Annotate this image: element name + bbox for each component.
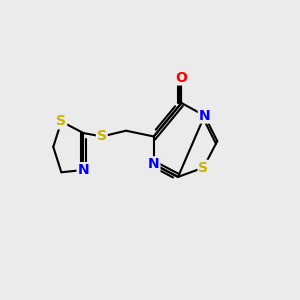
Text: S: S: [198, 161, 208, 175]
Text: O: O: [176, 70, 188, 85]
Text: S: S: [56, 115, 66, 128]
Text: N: N: [148, 157, 160, 171]
Text: S: S: [97, 130, 107, 143]
Text: N: N: [77, 163, 89, 177]
Text: N: N: [199, 109, 210, 123]
